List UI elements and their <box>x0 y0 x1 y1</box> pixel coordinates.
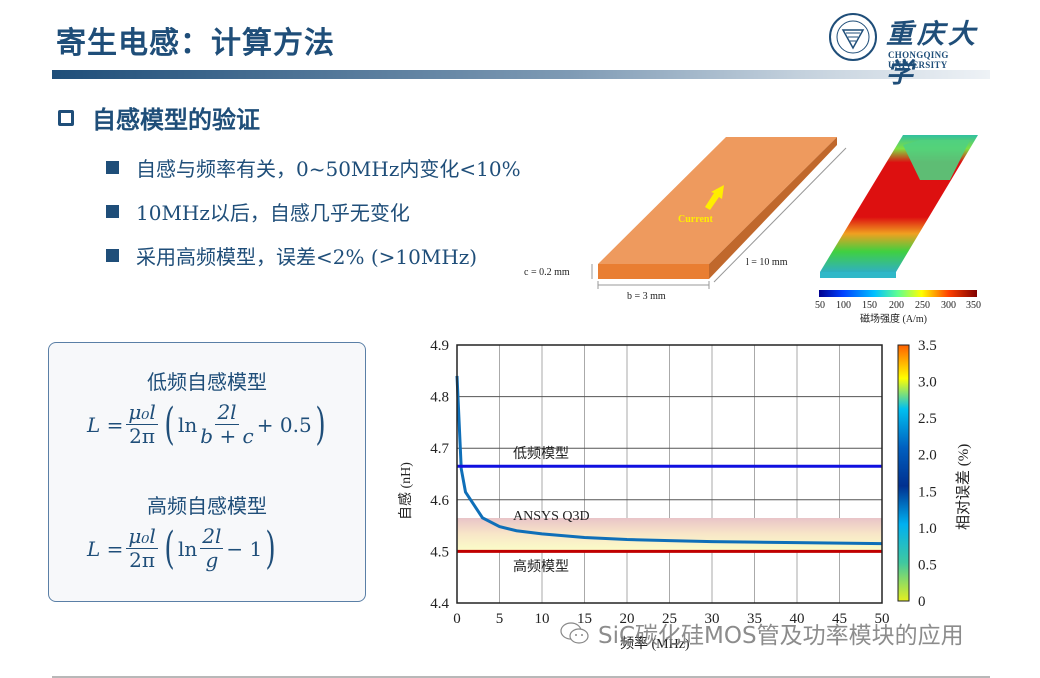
plot-frame <box>456 344 883 604</box>
annotation-high-freq: 高频模型 <box>513 558 569 575</box>
footer-divider <box>52 676 990 678</box>
svg-text:40: 40 <box>790 611 805 627</box>
square-bullet-icon <box>106 160 119 174</box>
bullet-text: 采用高频模型，误差<2% (>10MHz) <box>136 244 478 269</box>
square-bullet-icon <box>106 248 119 262</box>
svg-text:1.0: 1.0 <box>918 521 937 537</box>
bullet-item: 采用高频模型，误差<2% (>10MHz) <box>106 233 521 277</box>
svg-text:2.5: 2.5 <box>918 411 937 427</box>
wechat-watermark: SiC碳化硅MOS管及功率模块的应用 <box>560 616 964 650</box>
watermark-text: SiC碳化硅MOS管及功率模块的应用 <box>598 623 964 649</box>
series-line <box>455 375 883 546</box>
y-axis-label: 自感 (nH) <box>397 462 414 520</box>
svg-text:25: 25 <box>662 611 677 627</box>
formula-tail: − 1 <box>226 536 263 561</box>
svg-text:5: 5 <box>496 611 504 627</box>
error-colorbar <box>897 344 910 602</box>
bullet-item: 自感与频率有关，0~50MHz内变化<10% <box>106 145 521 189</box>
colorbar-tick: 50 <box>815 300 825 311</box>
logo-chinese-name: 重庆大学 <box>886 19 979 89</box>
svg-text:30: 30 <box>705 611 720 627</box>
colorbar-tick: 250 <box>915 300 930 311</box>
colorbar-tick: 150 <box>862 300 877 311</box>
svg-text:1.5: 1.5 <box>918 484 937 500</box>
conductor-diagram: Current c = 0.2 mm b = 3 mm l = 10 mm <box>524 135 981 325</box>
axis-ticks: 0 5 10 15 20 25 30 35 40 45 50 4.4 4.5 4.6 4.7 4.8 4.9 <box>430 338 889 627</box>
svg-text:0.5: 0.5 <box>918 557 937 573</box>
formula-lhs: L = <box>87 412 124 437</box>
argument-fraction: 2l g <box>200 524 224 572</box>
chart-series <box>455 375 883 553</box>
title-underline-bar <box>52 70 990 79</box>
bullet-text: 自感与频率有关，0~50MHz内变化<10% <box>136 156 521 181</box>
university-seal-icon <box>829 13 877 61</box>
current-label: Current <box>678 214 713 225</box>
logo-english-name: CHONGQING UNIVERSITY <box>888 50 949 70</box>
formula-tail: + 0.5 <box>256 412 312 437</box>
colorbar-axis-label: 相对误差 (%) <box>955 444 972 530</box>
svg-text:15: 15 <box>577 611 592 627</box>
colorbar-tick: 200 <box>889 300 904 311</box>
section-heading-text: 自感模型的验证 <box>92 106 260 134</box>
formula-lhs: L = <box>87 536 124 561</box>
bullet-text: 10MHz以后，自感几乎无变化 <box>136 200 410 225</box>
current-arrow-icon <box>705 185 724 210</box>
formula-box: 低频自感模型 L = μ₀l 2π ( ln 2l b + c + 0.5 ) 高频… <box>48 342 366 602</box>
low-freq-formula: L = μ₀l 2π ( ln 2l b + c + 0.5 ) <box>87 398 326 450</box>
colorbar-label: 磁场强度 (A/m) <box>860 312 927 325</box>
svg-text:3.5: 3.5 <box>918 338 937 354</box>
svg-text:4.8: 4.8 <box>430 390 449 406</box>
bullet-list: 自感与频率有关，0~50MHz内变化<10% 10MHz以后，自感几乎无变化 采… <box>106 145 521 277</box>
error-band <box>457 518 882 550</box>
svg-text:0: 0 <box>453 611 461 627</box>
square-bullet-icon <box>106 204 119 218</box>
university-logo: 重庆大学 CHONGQING UNIVERSITY <box>828 10 993 89</box>
svg-text:45: 45 <box>832 611 847 627</box>
low-freq-model-title: 低频自感模型 <box>147 370 267 394</box>
coefficient-fraction: μ₀l 2π <box>126 400 158 448</box>
svg-text:4.9: 4.9 <box>430 338 449 354</box>
svg-text:0: 0 <box>918 594 926 610</box>
svg-text:2.0: 2.0 <box>918 448 937 464</box>
svg-text:35: 35 <box>747 611 762 627</box>
svg-text:20: 20 <box>620 611 635 627</box>
colorbar-tick: 100 <box>836 300 851 311</box>
coefficient-fraction: μ₀l 2π <box>126 524 158 572</box>
x-axis-label: 频率 (MHz) <box>620 635 690 652</box>
svg-text:4.7: 4.7 <box>430 441 449 457</box>
inductance-vs-frequency-chart: 0 5 10 15 20 25 30 35 40 45 50 4.4 4.5 4.6 4.7 4.8 4.9 低… <box>397 338 972 652</box>
bullet-item: 10MHz以后，自感几乎无变化 <box>106 189 521 233</box>
colorbar-ticks: 0 0.5 1.0 1.5 2.0 2.5 3.0 3.5 <box>918 338 937 610</box>
width-label: b = 3 mm <box>627 291 666 302</box>
svg-text:3.0: 3.0 <box>918 375 937 391</box>
annotation-ansys: ANSYS Q3D <box>513 509 590 524</box>
ln-operator: ln <box>178 412 198 437</box>
argument-fraction: 2l b + c <box>200 400 254 448</box>
svg-text:10: 10 <box>535 611 550 627</box>
checkbox-bullet-icon <box>58 109 74 126</box>
svg-text:4.4: 4.4 <box>430 596 449 612</box>
high-freq-formula: L = μ₀l 2π ( ln 2l g − 1 ) <box>87 522 276 574</box>
svg-text:4.6: 4.6 <box>430 493 449 509</box>
length-label: l = 10 mm <box>746 257 788 268</box>
colorbar-tick: 350 <box>966 300 981 311</box>
high-freq-model-title: 高频自感模型 <box>147 494 267 518</box>
colorbar-tick: 300 <box>941 300 956 311</box>
ln-operator: ln <box>178 536 198 561</box>
section-heading: 自感模型的验证 <box>58 100 260 135</box>
svg-text:50: 50 <box>875 611 890 627</box>
annotation-low-freq: 低频模型 <box>513 446 569 462</box>
thickness-label: c = 0.2 mm <box>524 267 570 278</box>
svg-text:4.5: 4.5 <box>430 544 449 560</box>
page-title: 寄生电感：计算方法 <box>56 26 335 61</box>
wechat-icon <box>560 622 589 644</box>
